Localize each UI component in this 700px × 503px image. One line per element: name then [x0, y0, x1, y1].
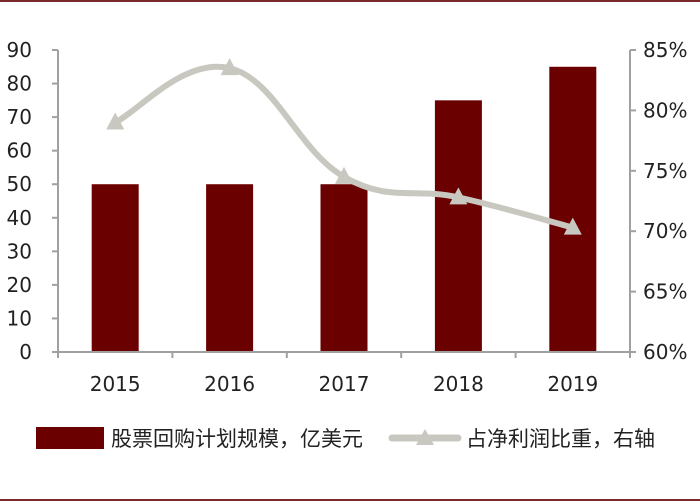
line-point-marker	[563, 217, 582, 235]
bar-series	[91, 66, 597, 353]
y-left-tick-label: 80	[7, 72, 32, 96]
bottom-border	[0, 499, 700, 501]
bar	[91, 184, 139, 352]
y-left-tick-label: 0	[19, 340, 32, 364]
bar	[549, 66, 597, 353]
y-left-tick-label: 30	[7, 239, 32, 263]
y-left-tick-label: 20	[7, 273, 32, 297]
x-tick-label: 2015	[90, 372, 141, 396]
axes	[52, 49, 636, 358]
x-tick-label: 2016	[204, 372, 255, 396]
legend: 股票回购计划规模，亿美元 占净利润比重，右轴	[36, 427, 655, 451]
bar	[320, 184, 368, 352]
top-border	[0, 0, 700, 2]
tick-labels: 0 10 20 30 40 50 60 70 80 90 60% 65% 70% 75% 80% 85% 201…	[7, 38, 688, 396]
line-point-marker	[106, 112, 125, 130]
y-right-tick-label: 65%	[643, 280, 687, 304]
y-right-tick-label: 75%	[643, 159, 687, 183]
y-right-tick-label: 85%	[643, 38, 687, 62]
legend-line-marker-icon	[416, 429, 434, 445]
line-series	[106, 58, 582, 235]
line-point-marker	[449, 187, 468, 205]
y-right-tick-label: 70%	[643, 219, 687, 243]
y-left-tick-label: 40	[7, 206, 32, 230]
line-point-marker	[220, 58, 239, 76]
y-left-tick-label: 90	[7, 38, 32, 62]
line-series-path	[112, 63, 576, 231]
legend-bar-label: 股票回购计划规模，亿美元	[111, 427, 363, 451]
y-right-tick-label: 80%	[643, 98, 687, 122]
y-left-tick-label: 50	[7, 172, 32, 196]
x-tick-label: 2019	[547, 372, 598, 396]
x-tick-label: 2017	[319, 372, 370, 396]
bar	[434, 100, 482, 352]
y-left-tick-label: 60	[7, 139, 32, 163]
legend-line-label: 占净利润比重，右轴	[466, 427, 655, 451]
y-left-tick-label: 10	[7, 306, 32, 330]
legend-bar-swatch	[36, 427, 104, 449]
bar	[206, 184, 254, 352]
x-tick-label: 2018	[433, 372, 484, 396]
y-left-tick-label: 70	[7, 105, 32, 129]
y-right-tick-label: 60%	[643, 340, 687, 364]
line-point-marker	[335, 166, 353, 184]
